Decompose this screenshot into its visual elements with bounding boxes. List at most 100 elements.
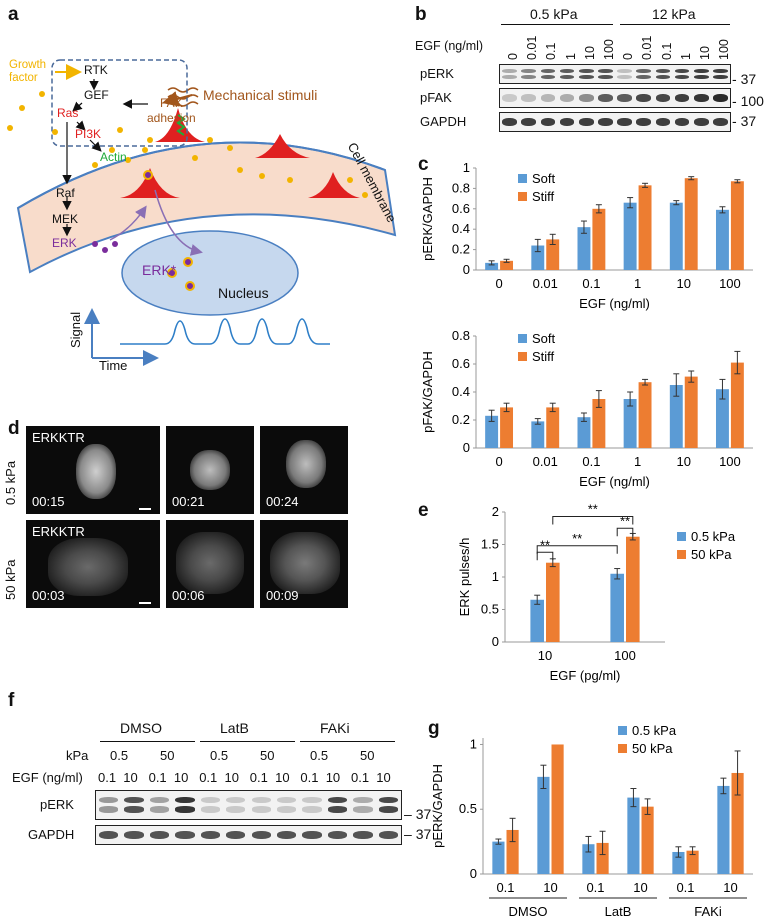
blot-band <box>302 806 322 813</box>
blot-band <box>598 94 613 102</box>
dose-label: 100 <box>602 39 616 60</box>
blot-band <box>175 797 195 804</box>
stiffness-label-soft: 0.5 kPa <box>530 6 578 22</box>
x-tick-label: 10 <box>633 880 647 895</box>
egf-value: 10 <box>123 770 138 785</box>
blot-band <box>99 797 119 804</box>
y-tick-label: 1 <box>492 569 499 584</box>
bar <box>577 227 591 270</box>
egf-label: EGF (ng/ml) <box>12 770 83 785</box>
blot-band <box>149 797 170 804</box>
mw-marker-value: 100 <box>740 93 764 109</box>
y-tick-label: 0.2 <box>452 242 470 257</box>
x-tick-label: 0.01 <box>533 276 558 291</box>
y-tick-label: 0 <box>470 866 477 881</box>
y-tick-label: 1 <box>463 160 470 175</box>
ras-label: Ras <box>57 106 79 120</box>
egf-value: 10 <box>275 770 290 785</box>
blot-band <box>617 74 632 79</box>
erk-star-label: ERK* <box>142 262 177 278</box>
bar <box>626 536 640 642</box>
actin-label: Actin <box>100 150 127 164</box>
dose-label: 1 <box>563 53 578 60</box>
micrograph-tag: ERKKTR <box>32 524 85 539</box>
bar <box>546 239 560 270</box>
blot-band <box>226 797 246 804</box>
legend-swatch <box>518 334 527 343</box>
micrograph: 00:09 <box>260 520 348 608</box>
legend-swatch <box>518 192 527 201</box>
panel-label-a: a <box>8 4 19 25</box>
mw-marker-value: 37 <box>415 826 432 842</box>
group-label: DMSO <box>509 904 548 919</box>
y-axis-label: pERK/GAPDH <box>420 177 435 261</box>
blot-band <box>636 68 652 73</box>
blot-band <box>540 94 556 102</box>
scale-bar <box>139 508 151 510</box>
bar <box>500 260 514 270</box>
mw-marker: - 37 <box>732 113 757 129</box>
blot-band <box>353 806 373 813</box>
micrograph-tag: ERKKTR <box>32 430 85 445</box>
egf-value: 0.1 <box>249 770 268 785</box>
blot-band <box>617 94 632 102</box>
bar <box>623 399 637 448</box>
blot-band <box>559 74 575 79</box>
blot-band <box>559 68 575 73</box>
blot-band <box>302 831 322 839</box>
bar <box>530 599 544 642</box>
x-tick-label: 0 <box>495 276 502 291</box>
blot-band <box>540 118 556 126</box>
blot-band <box>713 74 728 79</box>
bar <box>686 850 699 874</box>
blot-band <box>578 118 594 126</box>
blot-band <box>124 831 144 839</box>
treatment-label: DMSO <box>120 720 162 736</box>
panel-label-d: d <box>8 418 20 439</box>
bar <box>684 178 698 270</box>
dose-label: 0.01 <box>525 35 540 60</box>
y-axis-label: pERK/GAPDH <box>430 764 445 848</box>
y-axis-label: ERK pulses/h <box>457 538 472 617</box>
legend-label: Soft <box>532 331 556 346</box>
blot-row-label-gapdh: GAPDH <box>28 827 75 842</box>
y-tick-label: 0.5 <box>459 801 477 816</box>
growth-factor-dots <box>7 91 368 198</box>
blot-band <box>578 74 594 79</box>
bar <box>731 772 744 874</box>
time-axis-label: Time <box>99 358 128 373</box>
cell-blob <box>286 440 326 488</box>
dose-label: 0.1 <box>544 42 559 60</box>
dose-label: 0.01 <box>640 35 655 60</box>
y-axis-label: pFAK/GAPDH <box>420 351 435 433</box>
blot-pfak <box>499 88 731 108</box>
dose-label: 0 <box>621 53 636 60</box>
blot-band <box>674 74 690 79</box>
bar <box>638 185 652 270</box>
bar <box>669 202 683 270</box>
bar <box>623 202 637 270</box>
blot-band <box>124 806 144 813</box>
mw-marker: – 37 <box>404 806 432 822</box>
egf-value: 0.1 <box>300 770 319 785</box>
blot-f-perk <box>95 790 402 820</box>
blot-band <box>693 94 709 102</box>
significance-stars: ** <box>588 502 598 517</box>
blot-band <box>713 118 728 126</box>
micrograph: 00:21 <box>166 426 254 514</box>
blot-band <box>353 831 373 839</box>
blot-band <box>378 797 398 804</box>
mw-marker-value: 37 <box>415 806 432 822</box>
micrograph-time: 00:03 <box>32 588 65 603</box>
egf-value: 10 <box>376 770 391 785</box>
erk-label: ERK <box>52 236 77 250</box>
y-tick-label: 2 <box>492 504 499 519</box>
blot-band <box>540 74 556 79</box>
erk-pulse-trace <box>120 318 330 345</box>
panel-label-c: c <box>418 154 429 175</box>
y-tick-label: 1.5 <box>481 537 499 552</box>
bar <box>730 362 744 448</box>
x-tick-label: 0.1 <box>582 454 600 469</box>
cell-blob <box>270 532 340 594</box>
x-tick-label: 0.1 <box>676 880 694 895</box>
